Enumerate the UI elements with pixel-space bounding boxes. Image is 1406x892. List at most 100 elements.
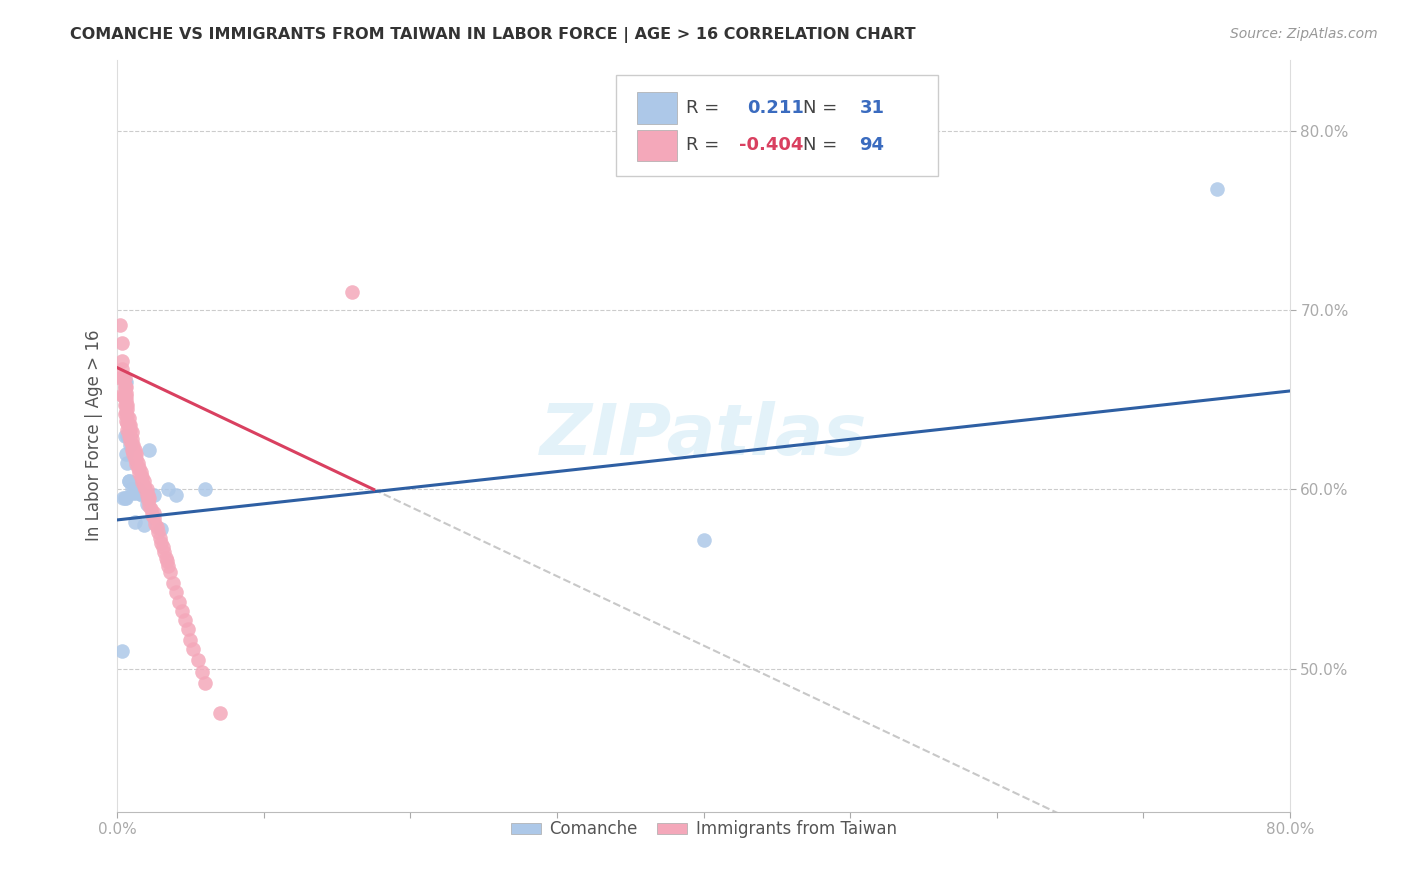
Point: [117, 456, 139, 470]
Point: [115, 380, 138, 394]
FancyBboxPatch shape: [637, 129, 676, 161]
Point: [115, 392, 138, 407]
Point: [112, 491, 135, 506]
Point: [108, 371, 131, 385]
Point: [170, 604, 193, 618]
Point: [115, 385, 138, 400]
Point: [117, 423, 139, 437]
Point: [131, 470, 153, 484]
Point: [114, 428, 136, 442]
Point: [127, 483, 149, 497]
Point: [118, 474, 141, 488]
Point: [115, 375, 138, 389]
Point: [340, 285, 363, 300]
Point: [124, 452, 146, 467]
Point: [139, 502, 162, 516]
Point: [128, 467, 150, 481]
Point: [114, 407, 136, 421]
Point: [136, 493, 159, 508]
Point: [150, 522, 173, 536]
Point: [117, 401, 139, 416]
Point: [132, 518, 155, 533]
Point: [125, 452, 148, 467]
Point: [117, 416, 139, 430]
Text: 94: 94: [859, 136, 884, 154]
Point: [118, 428, 141, 442]
Text: COMANCHE VS IMMIGRANTS FROM TAIWAN IN LABOR FORCE | AGE > 16 CORRELATION CHART: COMANCHE VS IMMIGRANTS FROM TAIWAN IN LA…: [70, 27, 915, 43]
Point: [143, 516, 166, 531]
Point: [115, 389, 138, 403]
Point: [122, 486, 145, 500]
Point: [129, 486, 152, 500]
Point: [157, 559, 180, 574]
Point: [194, 483, 217, 497]
Point: [114, 491, 136, 506]
Point: [179, 632, 201, 647]
Point: [149, 531, 172, 545]
Legend: Comanche, Immigrants from Taiwan: Comanche, Immigrants from Taiwan: [503, 814, 903, 845]
Point: [138, 443, 160, 458]
Point: [118, 417, 141, 432]
Point: [128, 461, 150, 475]
Point: [152, 540, 174, 554]
Point: [110, 643, 132, 657]
Point: [115, 491, 138, 506]
Point: [191, 665, 214, 680]
Point: [108, 318, 131, 332]
Point: [165, 584, 187, 599]
Point: [208, 706, 231, 721]
Point: [692, 533, 714, 547]
Text: Source: ZipAtlas.com: Source: ZipAtlas.com: [1230, 27, 1378, 41]
Point: [187, 652, 209, 666]
Point: [136, 488, 159, 502]
Point: [120, 423, 142, 437]
Point: [138, 491, 160, 506]
Point: [159, 565, 181, 579]
Point: [115, 447, 138, 461]
Point: [135, 488, 157, 502]
Point: [141, 508, 163, 522]
Point: [131, 475, 153, 490]
Point: [124, 515, 146, 529]
Point: [110, 353, 132, 368]
Point: [122, 438, 145, 452]
Point: [114, 389, 136, 403]
Point: [112, 389, 135, 403]
Text: -0.404: -0.404: [738, 136, 803, 154]
Point: [120, 438, 142, 452]
Point: [156, 554, 179, 568]
Point: [153, 545, 176, 559]
Text: R =: R =: [686, 136, 720, 154]
Point: [162, 575, 184, 590]
Point: [114, 371, 136, 385]
Point: [120, 434, 142, 449]
Text: R =: R =: [686, 99, 720, 117]
Point: [118, 410, 141, 425]
Point: [122, 447, 145, 461]
Point: [173, 613, 195, 627]
FancyBboxPatch shape: [616, 75, 938, 177]
Point: [124, 447, 146, 461]
Point: [129, 465, 152, 479]
Point: [115, 405, 138, 419]
Point: [167, 595, 190, 609]
Text: ZIPatlas: ZIPatlas: [540, 401, 868, 470]
Point: [115, 398, 138, 412]
Point: [125, 458, 148, 472]
Point: [176, 622, 198, 636]
Point: [117, 398, 139, 412]
Y-axis label: In Labor Force | Age > 16: In Labor Force | Age > 16: [86, 330, 103, 541]
Point: [112, 371, 135, 385]
Point: [135, 483, 157, 497]
Text: N =: N =: [803, 99, 838, 117]
Point: [134, 483, 156, 497]
Point: [121, 443, 143, 458]
Point: [142, 511, 165, 525]
Text: N =: N =: [803, 136, 838, 154]
Point: [112, 371, 135, 385]
Point: [110, 335, 132, 350]
Text: 0.211: 0.211: [747, 99, 804, 117]
Point: [121, 438, 143, 452]
Point: [135, 497, 157, 511]
Point: [155, 550, 177, 565]
